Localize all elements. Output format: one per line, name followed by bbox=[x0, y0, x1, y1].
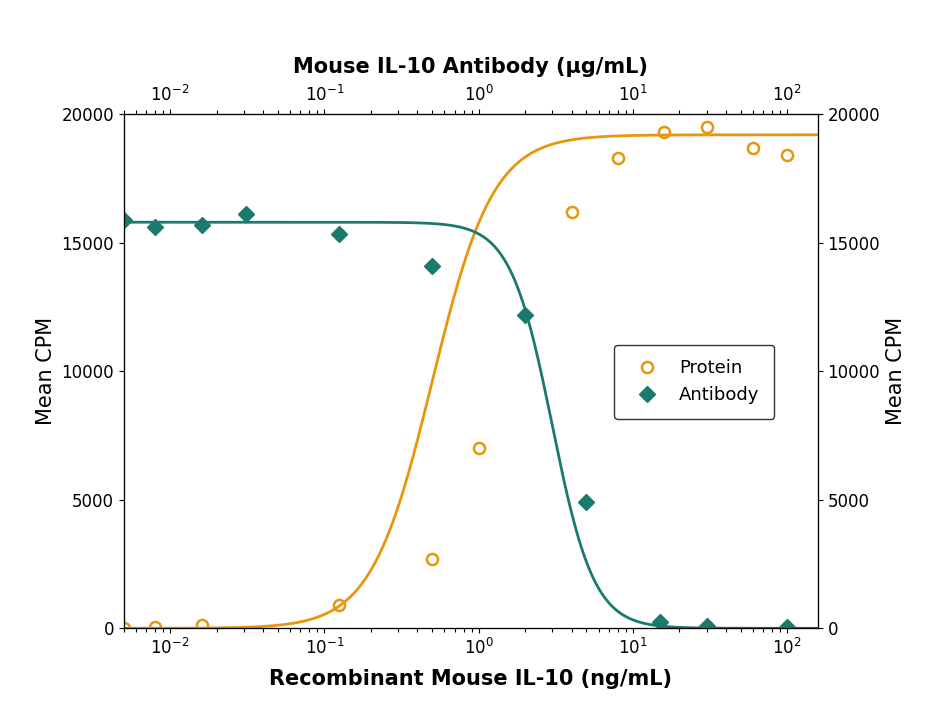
Antibody bbox=[149, 223, 161, 231]
Antibody bbox=[196, 221, 207, 229]
Protein bbox=[747, 144, 759, 152]
Antibody bbox=[334, 229, 345, 238]
Protein bbox=[426, 555, 437, 563]
Protein bbox=[659, 128, 670, 136]
Protein bbox=[118, 623, 129, 632]
X-axis label: Mouse IL-10 Antibody (μg/mL): Mouse IL-10 Antibody (μg/mL) bbox=[293, 57, 649, 77]
Antibody bbox=[519, 311, 531, 319]
Antibody bbox=[426, 261, 437, 270]
Protein bbox=[566, 208, 577, 216]
Protein bbox=[473, 444, 484, 453]
Antibody bbox=[241, 210, 252, 218]
Protein bbox=[196, 621, 207, 630]
X-axis label: Recombinant Mouse IL-10 (ng/mL): Recombinant Mouse IL-10 (ng/mL) bbox=[269, 669, 672, 689]
Protein bbox=[612, 154, 624, 162]
Y-axis label: Mean CPM: Mean CPM bbox=[36, 317, 56, 426]
Protein bbox=[701, 123, 712, 131]
Line: Antibody: Antibody bbox=[118, 209, 793, 633]
Protein bbox=[149, 623, 161, 632]
Y-axis label: Mean CPM: Mean CPM bbox=[885, 317, 905, 426]
Antibody bbox=[654, 618, 666, 626]
Line: Protein: Protein bbox=[118, 121, 793, 633]
Antibody bbox=[782, 623, 793, 631]
Protein bbox=[782, 151, 793, 160]
Protein bbox=[334, 601, 345, 610]
Antibody bbox=[118, 216, 129, 224]
Antibody bbox=[581, 498, 592, 507]
Antibody bbox=[701, 621, 712, 630]
Legend: Protein, Antibody: Protein, Antibody bbox=[614, 345, 774, 418]
